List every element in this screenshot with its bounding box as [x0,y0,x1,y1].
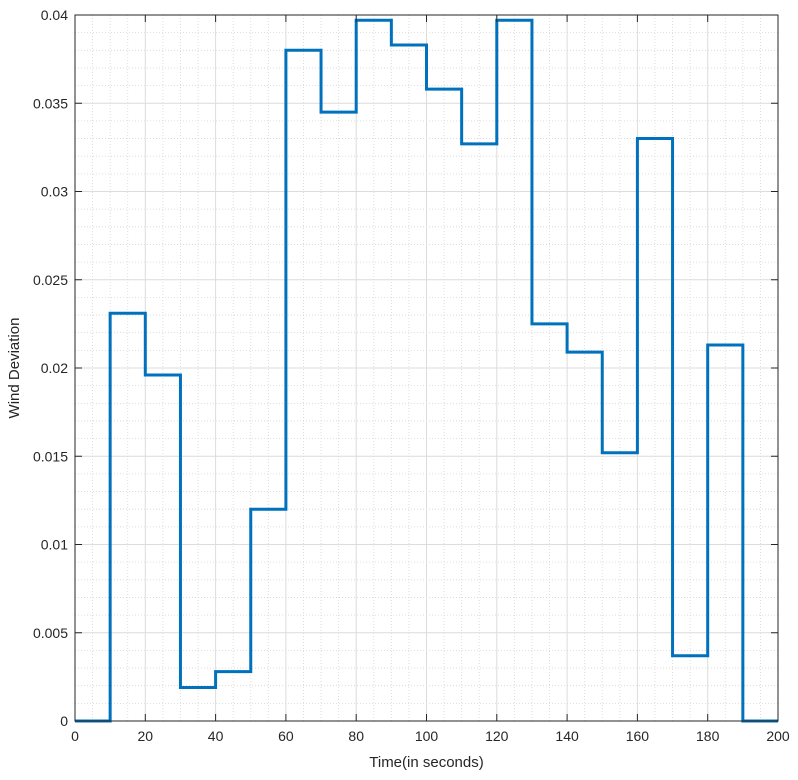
x-tick-label: 120 [485,728,509,744]
y-tick-label: 0.025 [33,272,68,288]
x-tick-label: 160 [626,728,650,744]
x-tick-label: 40 [208,728,224,744]
y-axis-label: Wind Deviation [6,318,23,419]
x-tick-label: 140 [555,728,579,744]
y-tick-labels: 0 0.005 0.01 0.015 0.02 0.025 0.03 0.035 0.04 [33,7,68,729]
x-tick-label: 0 [71,728,79,744]
y-tick-label: 0.01 [41,537,68,553]
x-tick-label: 20 [138,728,154,744]
x-tick-labels: 0 20 40 60 80 100 120 140 160 180 200 [71,728,790,744]
series-layer [75,18,778,723]
y-tick-label: 0.005 [33,625,68,641]
y-tick-label: 0.015 [33,448,68,464]
x-tick-label: 200 [766,728,790,744]
y-tick-label: 0.035 [33,95,68,111]
y-tick-label: 0.04 [41,7,68,23]
x-tick-label: 180 [696,728,720,744]
x-tick-label: 60 [278,728,294,744]
ticks [74,14,779,722]
x-axis-label: Time(in seconds) [369,754,483,771]
x-tick-label: 80 [348,728,364,744]
y-tick-label: 0 [60,713,68,729]
wind-deviation-series [75,18,778,723]
y-tick-label: 0.02 [41,360,68,376]
y-tick-label: 0.03 [41,184,68,200]
x-tick-label: 100 [415,728,439,744]
